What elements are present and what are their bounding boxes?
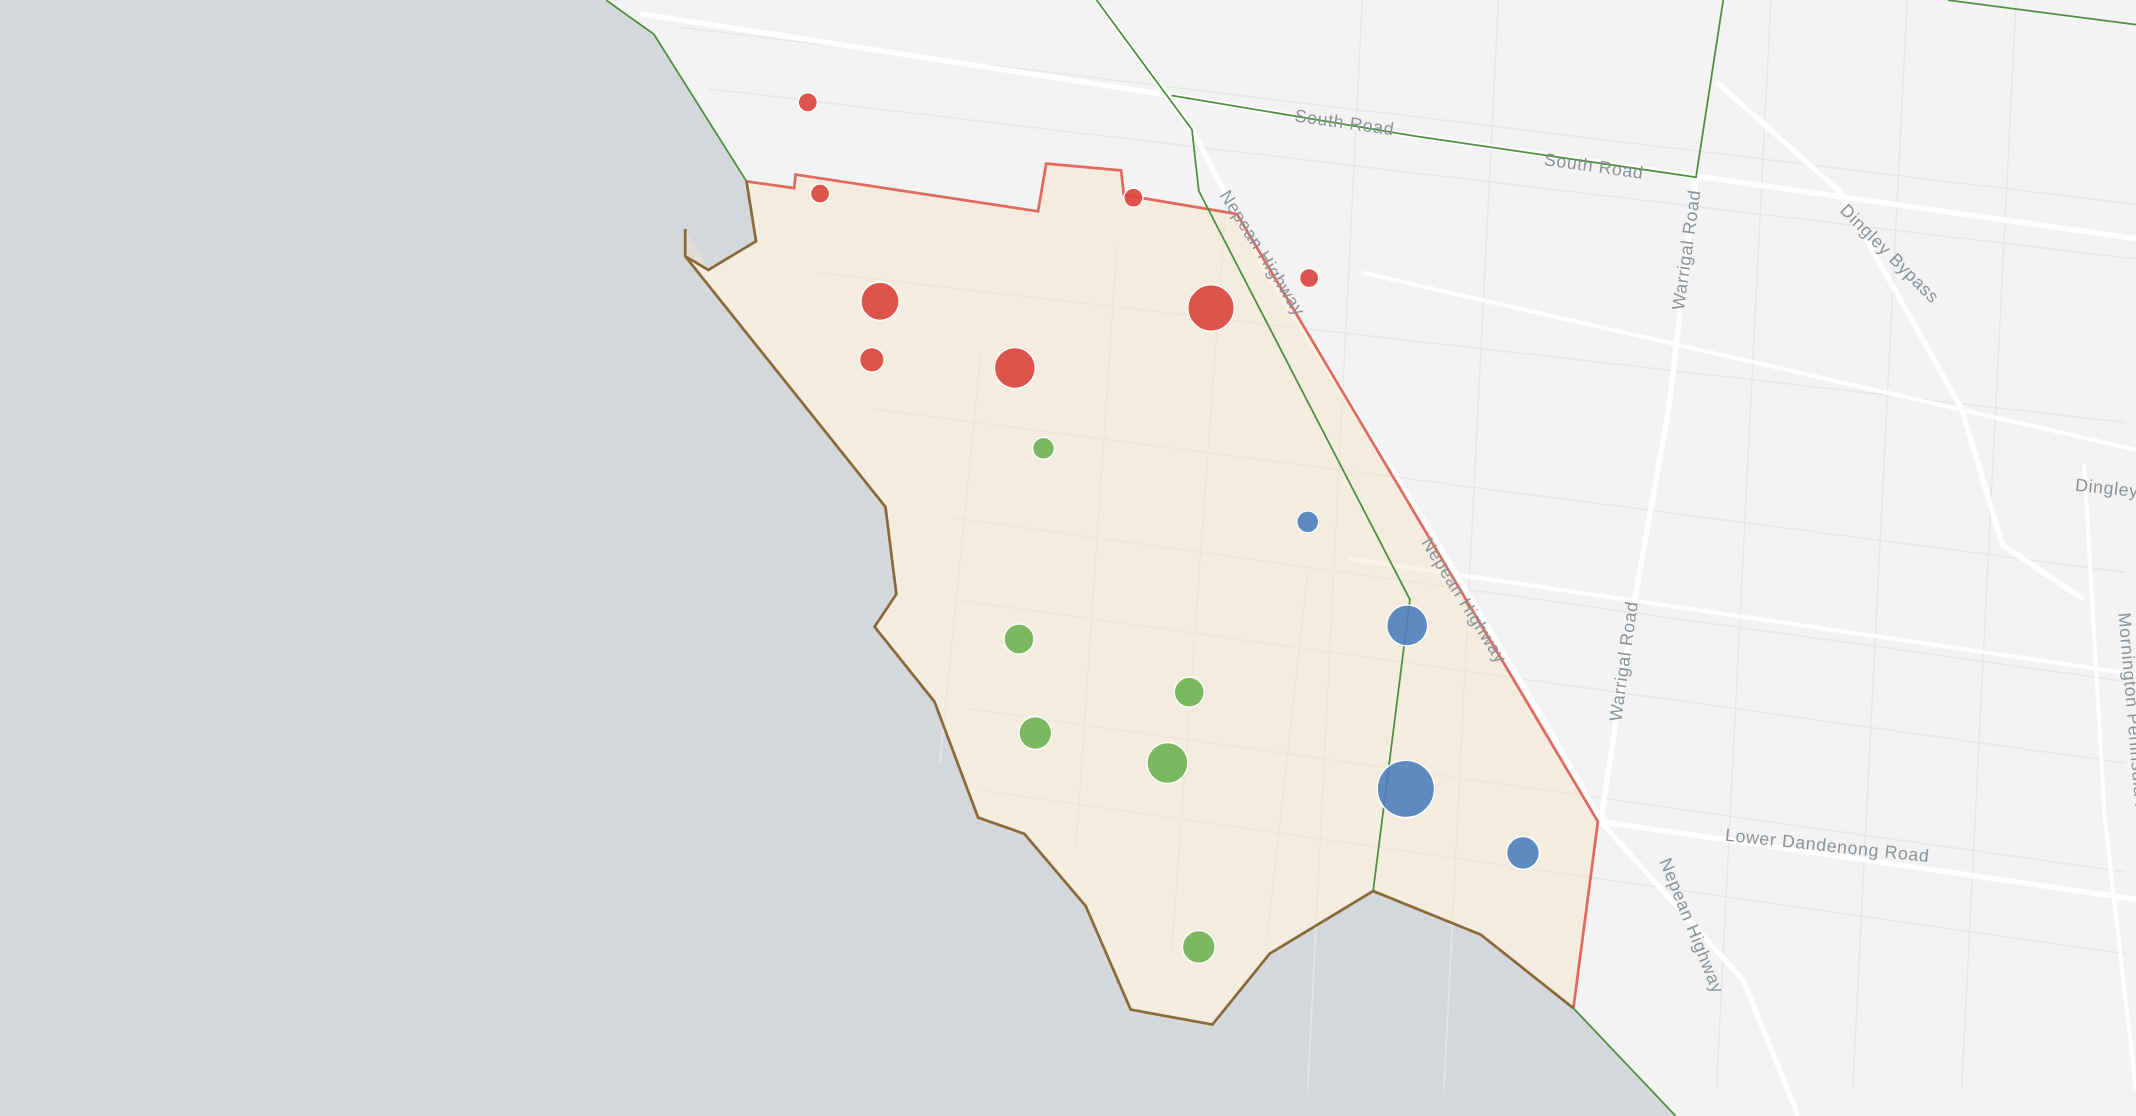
marker [1181,929,1216,964]
marker [858,346,885,373]
marker [1003,623,1035,655]
marker [860,281,900,321]
major-roads [639,0,2136,1116]
marker [1146,741,1189,785]
marker [1123,187,1144,208]
marker [1296,510,1320,534]
minor-roads [681,0,2136,1090]
marker [1031,436,1056,460]
markers [797,92,1541,964]
marker [1187,284,1235,332]
marker [1298,267,1320,289]
marker [1018,716,1053,751]
marker [809,183,831,204]
marker [1386,604,1429,647]
marker [1376,759,1436,819]
marker [797,92,819,113]
marker [1173,676,1205,708]
land [606,0,2136,1116]
marker [1505,835,1541,870]
area [685,163,1598,1025]
boundary-coast [683,181,1575,1027]
green-lines [605,0,2136,1116]
boundary-red [746,162,1600,1009]
marker [993,346,1036,390]
